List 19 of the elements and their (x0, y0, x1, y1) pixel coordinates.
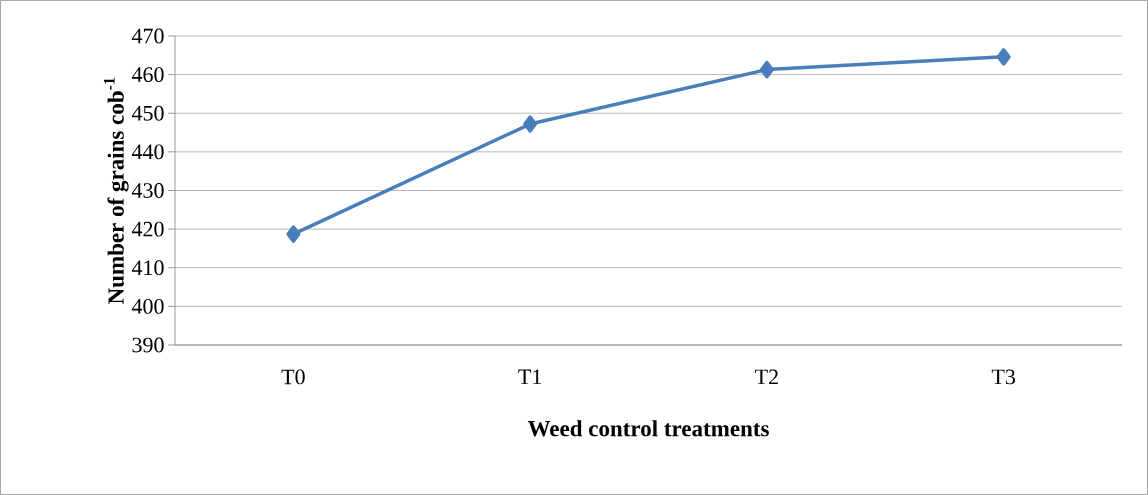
y-axis-title: Number of grains cob$^{-1}$ (103, 77, 129, 305)
point (286, 225, 301, 243)
y-tick-label: 400 (131, 298, 164, 314)
point (523, 115, 538, 133)
y-tick-label: 420 (131, 221, 164, 237)
x-tick-label: T1 (518, 369, 542, 385)
y-tick-label: 390 (132, 337, 164, 353)
x-tick-label: T0 (281, 369, 305, 385)
point (759, 60, 774, 79)
y-tick-label: 430 (131, 183, 164, 198)
y-tick-label: 450 (131, 105, 164, 121)
x-tick-label: T3 (991, 369, 1015, 385)
x-axis-title: Weed control treatments (527, 420, 769, 437)
y-tick-label: 460 (131, 67, 164, 83)
y-tick-label: 440 (131, 144, 164, 160)
point (996, 48, 1011, 66)
y-tick-label: 410 (131, 260, 164, 276)
x-tick-label: T2 (755, 369, 778, 385)
y-tick-label: 470 (131, 28, 164, 44)
